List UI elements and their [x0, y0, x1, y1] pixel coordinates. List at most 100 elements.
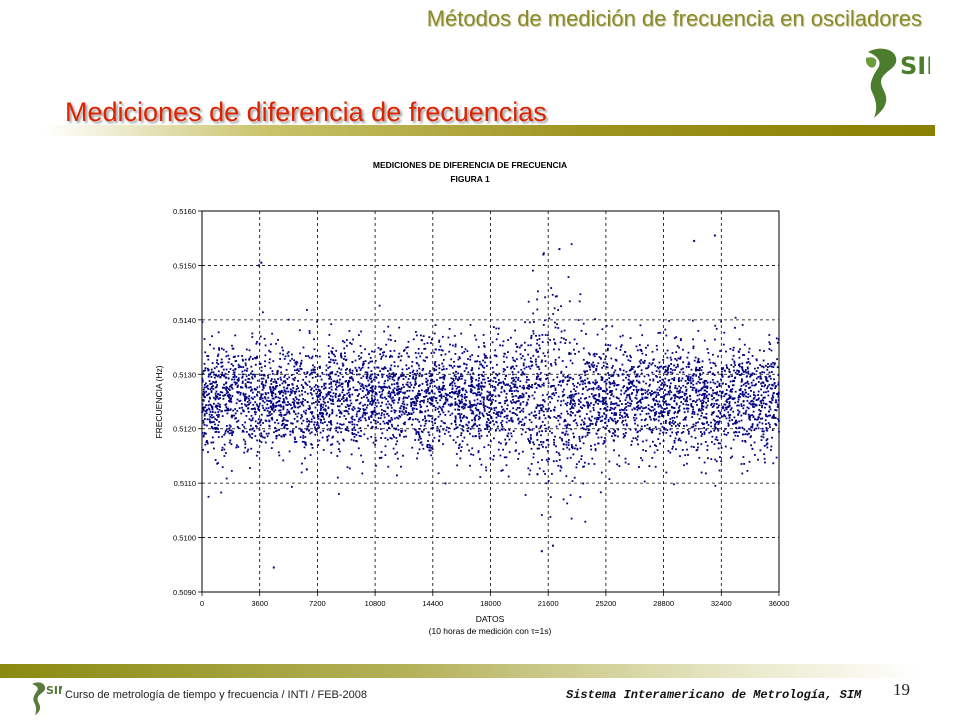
- data-point: [459, 375, 462, 378]
- data-point: [662, 359, 665, 361]
- data-point: [571, 412, 574, 414]
- data-point: [645, 439, 648, 442]
- data-point: [747, 358, 750, 360]
- data-point: [690, 382, 692, 385]
- data-point: [583, 397, 586, 400]
- data-point: [371, 391, 374, 394]
- data-point: [438, 341, 440, 343]
- data-point: [410, 405, 412, 408]
- data-point: [425, 380, 428, 383]
- data-point: [460, 413, 463, 415]
- data-point: [777, 394, 780, 397]
- data-point: [567, 441, 570, 444]
- data-point: [627, 359, 630, 361]
- data-point: [356, 370, 358, 372]
- data-point: [549, 339, 551, 341]
- data-point: [461, 398, 463, 401]
- data-point: [438, 339, 441, 342]
- data-point: [223, 383, 225, 386]
- data-point: [675, 366, 677, 369]
- data-point: [392, 391, 394, 394]
- data-point: [520, 344, 523, 347]
- data-point: [721, 368, 724, 371]
- data-point: [434, 418, 437, 420]
- data-point: [486, 421, 488, 423]
- data-point: [582, 380, 585, 383]
- data-point: [633, 371, 636, 374]
- data-point: [370, 436, 373, 438]
- data-point: [704, 386, 707, 388]
- data-point: [489, 421, 492, 424]
- data-point: [455, 387, 458, 390]
- data-point: [360, 397, 363, 399]
- data-point: [774, 417, 777, 419]
- data-point: [771, 436, 773, 439]
- data-point: [302, 437, 305, 439]
- data-point: [435, 399, 438, 402]
- data-point: [351, 433, 354, 436]
- data-point: [229, 425, 232, 428]
- data-point: [667, 410, 669, 413]
- data-point: [580, 423, 582, 426]
- data-point: [621, 334, 624, 337]
- data-point: [262, 311, 264, 314]
- data-point: [528, 387, 530, 390]
- data-point: [263, 409, 266, 411]
- data-point: [260, 413, 263, 416]
- data-point: [244, 443, 247, 445]
- data-point: [337, 374, 340, 377]
- data-point: [464, 404, 466, 407]
- data-point: [248, 381, 250, 384]
- data-point: [612, 395, 615, 398]
- data-point: [658, 370, 661, 373]
- data-point: [375, 405, 378, 408]
- data-point: [697, 390, 700, 393]
- data-point: [472, 372, 475, 375]
- data-point: [210, 371, 213, 374]
- data-point: [249, 355, 252, 358]
- data-point: [472, 412, 475, 415]
- data-point: [564, 376, 567, 379]
- data-point: [658, 432, 661, 435]
- data-point: [229, 439, 232, 442]
- data-point: [362, 461, 364, 463]
- data-point: [690, 426, 693, 429]
- data-point: [250, 388, 253, 391]
- data-point: [673, 399, 676, 402]
- data-point: [625, 370, 628, 373]
- data-point: [346, 429, 348, 431]
- data-point: [527, 378, 530, 381]
- data-point: [350, 438, 353, 441]
- data-point: [235, 420, 238, 423]
- data-point: [608, 431, 611, 433]
- data-point: [542, 470, 545, 473]
- data-point: [292, 378, 295, 380]
- data-point: [684, 386, 687, 388]
- data-point: [702, 416, 705, 419]
- data-point: [522, 387, 525, 390]
- data-point: [732, 354, 735, 357]
- data-point: [436, 401, 439, 404]
- data-point: [641, 398, 644, 400]
- data-point: [755, 427, 757, 430]
- data-point: [220, 366, 223, 368]
- data-point: [326, 436, 328, 438]
- data-point: [319, 398, 322, 401]
- data-point: [280, 415, 283, 417]
- data-point: [761, 371, 764, 374]
- data-point: [345, 372, 347, 374]
- data-point: [370, 370, 373, 372]
- data-point: [416, 400, 419, 402]
- data-point: [604, 407, 607, 410]
- data-point: [525, 404, 528, 407]
- data-point: [647, 344, 649, 347]
- data-point: [698, 398, 701, 401]
- data-point: [657, 381, 659, 383]
- data-point: [571, 362, 574, 365]
- data-point: [769, 426, 771, 428]
- data-point: [771, 387, 773, 390]
- data-point: [463, 406, 466, 409]
- data-point: [426, 445, 429, 448]
- data-point: [215, 386, 218, 388]
- data-point: [338, 427, 341, 430]
